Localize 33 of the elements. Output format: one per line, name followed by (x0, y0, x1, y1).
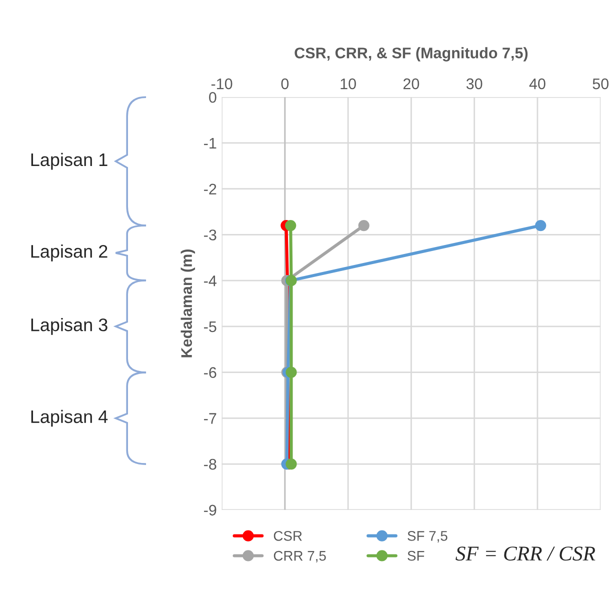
point (286, 366, 297, 378)
y-tick-label: -2 (204, 184, 216, 194)
text: Lapisan 3 (31, 318, 108, 335)
point (358, 220, 370, 232)
y-tick-label: -5 (204, 321, 216, 332)
x-tick-label: 0 (281, 78, 289, 90)
y-tick-label: -7 (204, 413, 216, 424)
y-tick-label: -8 (204, 458, 216, 470)
x-tick-label: 40 (529, 78, 546, 90)
text: Lapisan 2 (31, 244, 108, 262)
chart-title: CSR, CRR, & SF (Magnitudo 7,5) (294, 47, 528, 62)
legend-label: SF 7,5 (408, 531, 448, 542)
y-tick-label: 0 (209, 92, 216, 103)
y-tick-label: -1 (204, 138, 216, 149)
x-tick-label: 50 (592, 78, 609, 90)
point (535, 220, 546, 232)
legend-label: SF (408, 550, 424, 561)
legend-label: CSR (274, 531, 302, 541)
text: Lapisan 1 (31, 152, 108, 170)
y-tick-label: -3 (204, 230, 216, 240)
text: Lapisan 4 (31, 410, 108, 427)
legend-label: CRR 7,5 (274, 550, 326, 562)
x-tick-label: 30 (466, 78, 482, 90)
x-tick-label: 20 (403, 78, 420, 90)
point (286, 458, 297, 470)
y-tick-label: -4 (204, 276, 216, 286)
x-tick-label: 10 (340, 78, 356, 90)
x-tick-label: -10 (211, 78, 232, 90)
y-axis-title: Kedalaman (m) (180, 250, 196, 358)
text: SF = CRR / CSR (456, 546, 596, 561)
point (285, 220, 296, 232)
y-tick-label: -6 (204, 367, 216, 378)
y-tick-label: -9 (204, 504, 216, 516)
